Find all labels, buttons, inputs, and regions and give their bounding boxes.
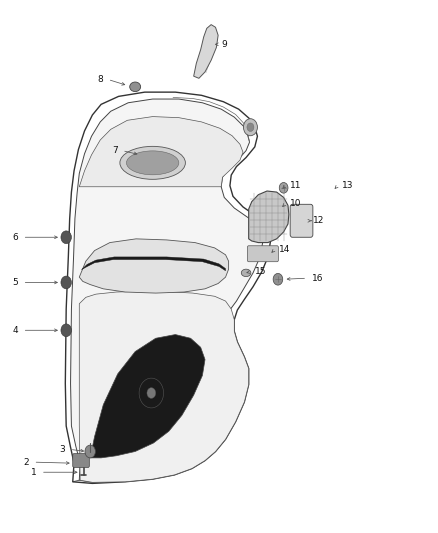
- Text: 11: 11: [290, 181, 301, 190]
- Text: 6: 6: [12, 233, 18, 242]
- Text: 16: 16: [311, 273, 323, 282]
- Polygon shape: [79, 117, 243, 187]
- Text: 14: 14: [279, 245, 291, 254]
- Ellipse shape: [241, 269, 251, 277]
- Polygon shape: [90, 335, 205, 458]
- Circle shape: [85, 445, 95, 458]
- Text: 13: 13: [342, 181, 353, 190]
- Polygon shape: [71, 99, 263, 482]
- Circle shape: [273, 273, 283, 285]
- Polygon shape: [81, 257, 226, 271]
- Circle shape: [61, 231, 71, 244]
- Text: 4: 4: [13, 326, 18, 335]
- Text: 8: 8: [98, 75, 103, 84]
- Polygon shape: [79, 239, 229, 293]
- Circle shape: [279, 182, 288, 193]
- Ellipse shape: [127, 151, 179, 175]
- Text: 9: 9: [221, 40, 227, 49]
- Text: 5: 5: [12, 278, 18, 287]
- Circle shape: [247, 123, 254, 132]
- Text: 2: 2: [24, 458, 29, 466]
- Text: 1: 1: [31, 468, 36, 477]
- FancyBboxPatch shape: [73, 454, 89, 467]
- Polygon shape: [249, 191, 289, 243]
- Circle shape: [244, 119, 258, 136]
- Text: 12: 12: [313, 216, 324, 225]
- Circle shape: [61, 276, 71, 289]
- Ellipse shape: [120, 147, 185, 179]
- FancyBboxPatch shape: [290, 204, 313, 237]
- Text: 15: 15: [255, 268, 266, 276]
- Polygon shape: [194, 25, 218, 78]
- FancyBboxPatch shape: [247, 246, 279, 262]
- Text: 10: 10: [290, 199, 301, 208]
- Circle shape: [61, 324, 71, 337]
- Text: 3: 3: [60, 445, 65, 454]
- Text: 7: 7: [112, 146, 118, 155]
- Polygon shape: [79, 291, 249, 482]
- Ellipse shape: [130, 82, 141, 92]
- Circle shape: [147, 387, 155, 398]
